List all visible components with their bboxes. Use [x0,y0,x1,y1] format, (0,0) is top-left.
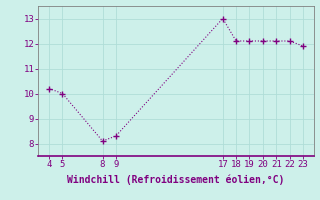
X-axis label: Windchill (Refroidissement éolien,°C): Windchill (Refroidissement éolien,°C) [67,175,285,185]
